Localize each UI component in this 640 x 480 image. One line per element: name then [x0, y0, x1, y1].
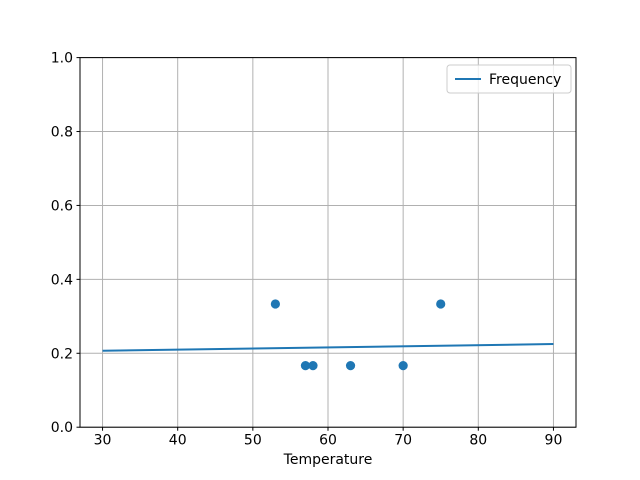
y-tick-label: 0.0 — [51, 420, 73, 436]
gridlines — [80, 57, 576, 428]
scatter-point — [436, 299, 446, 309]
legend-box — [446, 64, 572, 94]
x-tick-label: 90 — [545, 433, 563, 449]
x-tick-label: 70 — [394, 433, 412, 449]
scatter-point — [398, 360, 408, 371]
scatter-point — [308, 360, 318, 371]
legend: Frequency — [446, 64, 572, 94]
line-series — [102, 343, 554, 352]
legend-label: Frequency — [489, 72, 561, 88]
x-tick-label: 30 — [94, 433, 112, 449]
y-tick-label: 1.0 — [51, 51, 73, 67]
y-tick-label: 0.8 — [51, 125, 73, 141]
axis-ticks — [76, 57, 554, 431]
scatter-point — [300, 360, 311, 371]
x-axis-label: Temperature — [283, 452, 373, 468]
x-tick-label: 50 — [244, 433, 262, 449]
scatter-point — [270, 299, 280, 309]
x-tick-label: 80 — [469, 433, 487, 449]
y-tick-label: 0.4 — [51, 272, 73, 288]
data-series — [102, 299, 554, 371]
y-tick-label: 0.6 — [51, 198, 73, 214]
scatter-point — [345, 360, 356, 371]
x-tick-label: 40 — [169, 433, 187, 449]
x-tick-label: 60 — [319, 433, 337, 449]
tick-labels: 30 40 50 60 70 80 90 0.0 0.2 0.4 0.6 0.8 1.0 — [51, 51, 563, 449]
y-tick-label: 0.2 — [51, 346, 73, 362]
